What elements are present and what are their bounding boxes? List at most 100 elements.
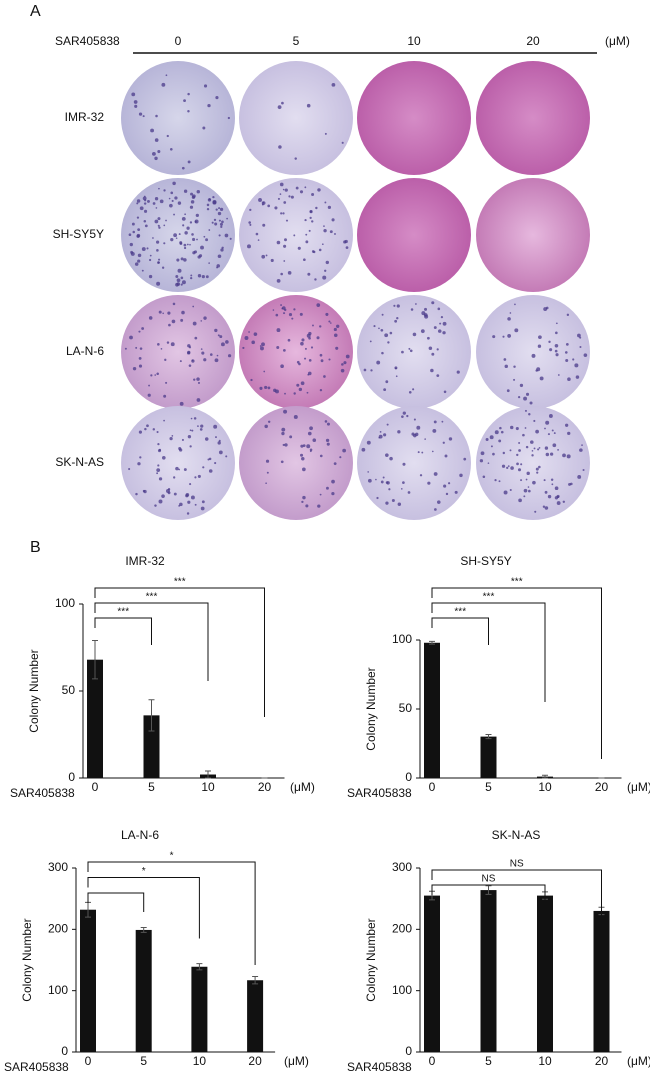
- colony: [509, 312, 512, 314]
- colony: [289, 435, 293, 439]
- colony: [183, 258, 187, 262]
- colony: [299, 190, 304, 194]
- colony: [307, 371, 312, 376]
- x-tick-label: 5: [485, 780, 492, 794]
- colony: [274, 206, 278, 210]
- colony: [516, 453, 519, 457]
- colony: [155, 114, 158, 118]
- colony: [402, 462, 406, 466]
- colony: [384, 333, 389, 338]
- colony: [566, 313, 570, 317]
- colony: [177, 268, 182, 273]
- colony: [489, 435, 494, 440]
- colony: [432, 428, 437, 433]
- colony: [203, 235, 206, 238]
- colony: [183, 246, 187, 250]
- colony: [182, 224, 185, 227]
- colony: [482, 475, 486, 479]
- colony: [283, 260, 286, 262]
- colony: [434, 508, 437, 511]
- colony: [154, 156, 158, 161]
- colony: [417, 451, 420, 454]
- panel-label: B: [30, 539, 41, 556]
- y-axis-label: Colony Number: [364, 667, 378, 750]
- significance-label: ***: [454, 607, 466, 618]
- colony: [160, 348, 163, 350]
- colony: [564, 351, 568, 354]
- colony: [132, 230, 136, 234]
- x-tick-label: 5: [485, 1054, 492, 1068]
- colony: [282, 306, 286, 310]
- colony: [315, 206, 318, 210]
- colony: [227, 116, 231, 120]
- colony: [150, 374, 153, 377]
- colony: [137, 228, 141, 232]
- colony: [185, 494, 189, 498]
- colony: [214, 461, 217, 465]
- colony: [545, 306, 549, 310]
- colony: [156, 240, 160, 244]
- colony: [328, 358, 331, 361]
- colony: [373, 325, 376, 328]
- colony: [330, 322, 332, 324]
- colony: [524, 409, 527, 412]
- colony: [154, 504, 157, 507]
- colony: [214, 328, 218, 333]
- colony: [431, 301, 435, 305]
- colony: [282, 443, 285, 447]
- colony: [366, 440, 371, 445]
- colony: [183, 243, 187, 247]
- colony: [129, 335, 133, 340]
- error-bar: [196, 963, 203, 971]
- colony: [139, 206, 144, 211]
- significance-bracket: [431, 602, 546, 702]
- colony: [190, 276, 193, 280]
- colony: [293, 308, 296, 311]
- colony: [533, 447, 536, 450]
- colony: [343, 361, 347, 365]
- colony: [574, 363, 579, 368]
- colony: [132, 366, 137, 371]
- colony: [344, 239, 348, 244]
- colony: [445, 492, 449, 496]
- colony: [142, 115, 145, 118]
- significance-label: ***: [483, 592, 495, 603]
- colony: [424, 307, 428, 311]
- colony: [534, 510, 537, 513]
- colony: [309, 216, 312, 220]
- colony: [219, 222, 223, 226]
- colony: [531, 450, 534, 452]
- colony: [148, 274, 153, 279]
- colony: [189, 429, 192, 432]
- colony: [544, 446, 549, 450]
- colony: [397, 430, 401, 434]
- colony: [225, 340, 229, 344]
- colony: [143, 209, 148, 213]
- x-tick-label: 20: [248, 1054, 262, 1068]
- colony: [259, 345, 262, 347]
- colony: [345, 354, 350, 359]
- colony: [255, 232, 259, 236]
- colony: [276, 240, 281, 245]
- colony: [547, 433, 550, 436]
- colony: [430, 368, 434, 373]
- colony: [300, 381, 305, 386]
- colony: [193, 250, 198, 254]
- colony: [326, 442, 330, 446]
- colony: [225, 455, 228, 458]
- colony: [134, 104, 138, 108]
- colony: [284, 443, 288, 447]
- colony: [437, 329, 442, 333]
- colony: [186, 226, 190, 230]
- colony: [400, 488, 403, 490]
- colony: [215, 208, 218, 211]
- colony: [178, 468, 181, 471]
- colony: [319, 353, 323, 357]
- colony: [409, 349, 413, 353]
- colony: [536, 471, 539, 474]
- significance-bracket: [87, 892, 145, 912]
- colony: [190, 274, 193, 277]
- colony: [319, 388, 323, 392]
- colony: [218, 450, 223, 455]
- dose-label: 5: [293, 34, 300, 48]
